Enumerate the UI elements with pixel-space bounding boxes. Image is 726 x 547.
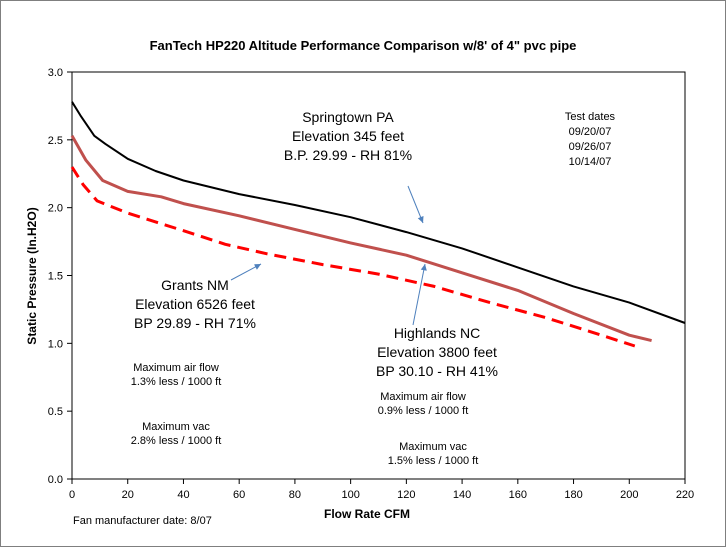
annotation-arrowhead bbox=[254, 264, 261, 270]
right-air-flow-label: Maximum air flow 0.9% less / 1000 ft bbox=[378, 391, 469, 417]
x-tick-label: 20 bbox=[122, 489, 134, 501]
series-layer bbox=[70, 101, 686, 348]
x-tick-label: 40 bbox=[177, 489, 189, 501]
series-line bbox=[70, 135, 652, 343]
y-tick-label: 0.0 bbox=[48, 474, 63, 486]
x-tick-label: 200 bbox=[620, 489, 638, 501]
y-tick-label: 2.5 bbox=[48, 135, 63, 147]
x-tick-label: 160 bbox=[509, 489, 527, 501]
chart-title: FanTech HP220 Altitude Performance Compa… bbox=[150, 38, 577, 53]
annotation-arrow bbox=[412, 263, 426, 326]
x-tick-label: 0 bbox=[69, 489, 75, 501]
x-axis-title: Flow Rate CFM bbox=[324, 507, 410, 521]
x-tick-label: 140 bbox=[453, 489, 471, 501]
x-tick-label: 80 bbox=[289, 489, 301, 501]
footnote: Fan manufacturer date: 8/07 bbox=[73, 515, 212, 527]
annotation-arrowhead bbox=[417, 216, 424, 223]
axes: 0 20 40 60 80 100 120 140 160 180 200 220 0.0 0.5 1.0 1… bbox=[48, 67, 694, 501]
annotation-arrow bbox=[407, 185, 424, 224]
highlands-label: Highlands NC Elevation 3800 feet BP 30.10 … bbox=[376, 325, 498, 379]
grants-label: Grants NM Elevation 6526 feet BP 29.89 - R… bbox=[134, 277, 256, 331]
y-axis-title: Static Pressure (In.H2O) bbox=[25, 207, 39, 344]
y-tick-label: 1.5 bbox=[48, 271, 63, 283]
y-tick-label: 3.0 bbox=[48, 67, 63, 79]
series-line bbox=[70, 166, 636, 348]
right-vac-label: Maximum vac 1.5% less / 1000 ft bbox=[388, 441, 479, 467]
series-line bbox=[71, 101, 686, 324]
x-tick-label: 60 bbox=[233, 489, 245, 501]
x-tick-label: 100 bbox=[341, 489, 359, 501]
test-dates-label: Test dates 09/20/07 09/26/07 10/14/07 bbox=[565, 111, 616, 168]
left-air-flow-label: Maximum air flow 1.3% less / 1000 ft bbox=[131, 362, 222, 388]
y-tick-label: 1.0 bbox=[48, 338, 63, 350]
y-tick-label: 2.0 bbox=[48, 203, 63, 215]
annotation-layer: Springtown PA Elevation 345 feet B.P. 29.9… bbox=[131, 109, 616, 467]
x-tick-label: 180 bbox=[564, 489, 582, 501]
x-tick-label: 220 bbox=[676, 489, 694, 501]
left-vac-label: Maximum vac 2.8% less / 1000 ft bbox=[131, 421, 222, 447]
x-tick-label: 120 bbox=[397, 489, 415, 501]
y-tick-label: 0.5 bbox=[48, 406, 63, 418]
springtown-label: Springtown PA Elevation 345 feet B.P. 29.9… bbox=[284, 109, 412, 163]
annotation-arrowhead bbox=[420, 264, 427, 271]
